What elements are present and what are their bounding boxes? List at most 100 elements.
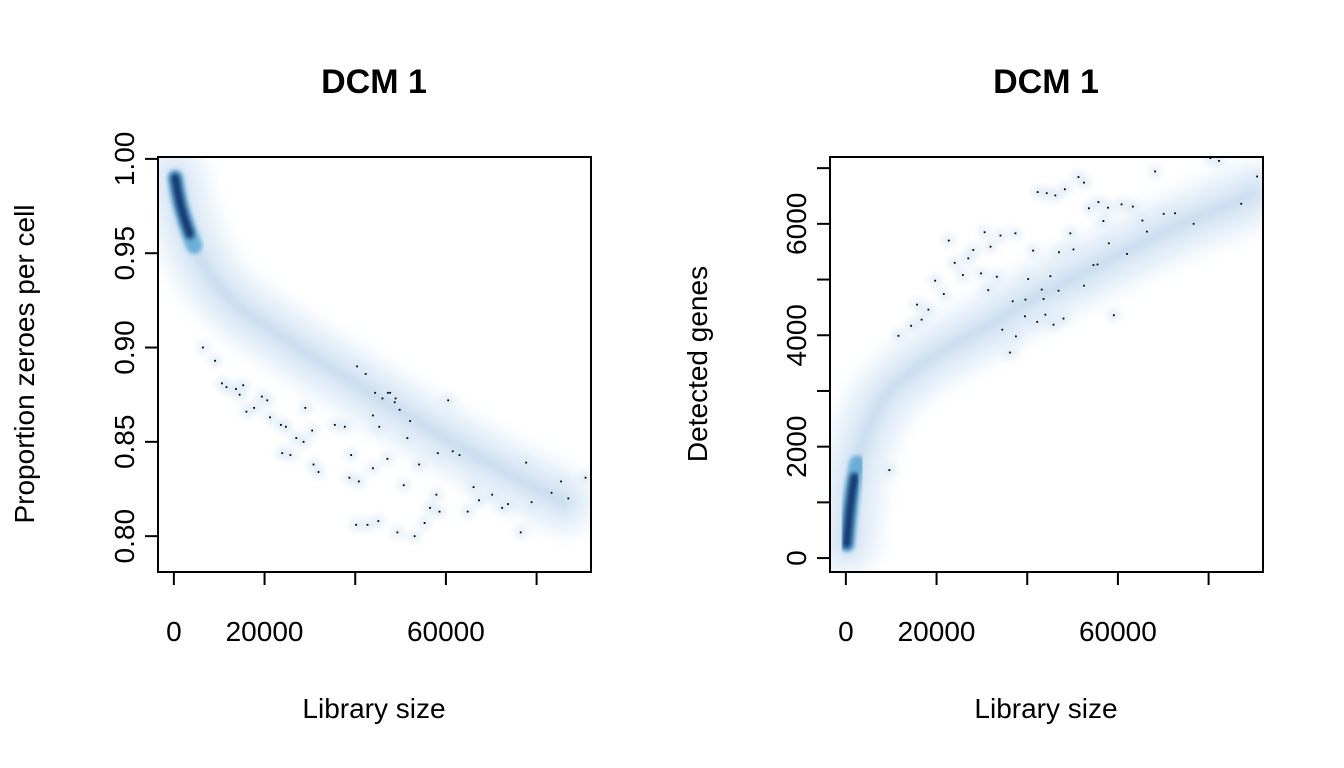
outlier-points <box>888 157 1259 471</box>
data-point <box>1024 298 1027 301</box>
x-tick-label: 20000 <box>226 616 304 647</box>
x-tick-label: 60000 <box>407 616 485 647</box>
data-point <box>1192 222 1195 225</box>
data-point <box>269 416 271 419</box>
chart-title: DCM 1 <box>321 63 427 101</box>
data-point <box>584 476 587 479</box>
data-point <box>947 239 950 242</box>
y-tick-label: 1.00 <box>109 132 140 187</box>
data-point <box>1057 289 1060 292</box>
data-point <box>372 414 374 417</box>
data-point <box>245 410 248 413</box>
data-point <box>1092 264 1095 266</box>
data-point <box>1174 212 1176 215</box>
data-point <box>304 406 307 409</box>
data-point <box>1069 232 1072 235</box>
data-point <box>1072 248 1075 251</box>
data-point <box>491 493 494 496</box>
data-point <box>389 391 392 394</box>
y-axis-label: Proportion zeroes per cell <box>9 204 40 523</box>
x-tick-label: 0 <box>166 616 182 647</box>
data-point <box>961 274 964 276</box>
data-point <box>1102 220 1105 222</box>
data-point <box>279 423 282 426</box>
panel-zeroes-vs-library: DCM 1 0 20000 60000 0.80 0.85 0.90 0.95 1.00 L… <box>9 63 592 724</box>
data-point <box>1083 284 1085 287</box>
data-point <box>1063 188 1066 191</box>
data-point <box>1256 175 1259 178</box>
y-tick-label: 2000 <box>781 416 812 478</box>
data-point <box>242 384 245 387</box>
y-tick-label: 0.90 <box>109 320 140 375</box>
data-point <box>1044 313 1047 316</box>
x-axis: 0 20000 60000 <box>166 571 538 647</box>
data-point <box>1107 206 1109 209</box>
density-layer <box>830 157 1263 572</box>
data-point <box>1045 192 1048 195</box>
data-point <box>377 520 380 522</box>
x-axis-label: Library size <box>974 693 1117 724</box>
data-point <box>458 454 461 456</box>
data-point <box>1052 323 1055 326</box>
data-point <box>1001 328 1004 331</box>
data-point <box>519 531 522 534</box>
data-point <box>447 399 450 402</box>
data-point <box>1240 202 1243 205</box>
data-point <box>398 408 401 411</box>
data-point <box>343 425 346 428</box>
data-point <box>1054 194 1057 197</box>
data-point <box>1036 191 1039 193</box>
data-point <box>378 425 381 428</box>
data-point <box>225 386 228 389</box>
data-point <box>989 245 992 248</box>
data-point <box>221 382 223 385</box>
x-axis: 0 20000 60000 <box>838 571 1210 647</box>
data-point <box>1077 176 1080 178</box>
data-point <box>980 272 982 275</box>
data-point <box>987 289 990 292</box>
panel-genes-vs-library: DCM 1 0 20000 60000 0 2000 4000 6000 Library … <box>682 63 1264 724</box>
data-point <box>1024 315 1026 318</box>
data-point <box>550 491 553 494</box>
y-axis: 0 2000 4000 6000 <box>781 167 830 566</box>
data-point <box>525 461 528 464</box>
data-point <box>386 391 389 394</box>
data-point <box>1120 203 1123 206</box>
data-point <box>916 303 918 306</box>
data-point <box>507 503 509 505</box>
data-point <box>201 346 204 349</box>
data-point <box>394 397 397 400</box>
data-point <box>451 450 454 453</box>
data-point <box>413 535 416 538</box>
x-axis-label: Library size <box>302 693 445 724</box>
data-point <box>1040 288 1043 291</box>
y-tick-label: 0.80 <box>109 509 140 564</box>
y-tick-label: 0.95 <box>109 226 140 281</box>
data-point <box>1131 205 1134 208</box>
data-point <box>927 308 930 311</box>
data-point <box>1097 201 1100 204</box>
data-point <box>429 506 431 509</box>
data-point <box>1096 263 1099 266</box>
data-point <box>1209 157 1212 160</box>
data-point <box>1126 253 1128 255</box>
data-point <box>396 531 399 534</box>
data-point <box>364 373 367 375</box>
data-point <box>372 467 374 470</box>
data-point <box>953 261 956 264</box>
data-point <box>402 484 405 487</box>
data-point <box>381 397 384 400</box>
data-point <box>366 523 369 526</box>
data-point <box>253 406 256 409</box>
data-point <box>1141 219 1144 222</box>
y-tick-label: 4000 <box>781 304 812 366</box>
x-tick-label: 0 <box>838 616 854 647</box>
data-point <box>1162 212 1165 215</box>
data-point <box>999 234 1002 237</box>
data-point <box>1083 181 1085 184</box>
data-point <box>1011 300 1014 303</box>
data-point <box>1154 170 1156 173</box>
data-point <box>1036 320 1039 323</box>
data-point <box>1146 230 1148 233</box>
data-point <box>1107 242 1110 245</box>
